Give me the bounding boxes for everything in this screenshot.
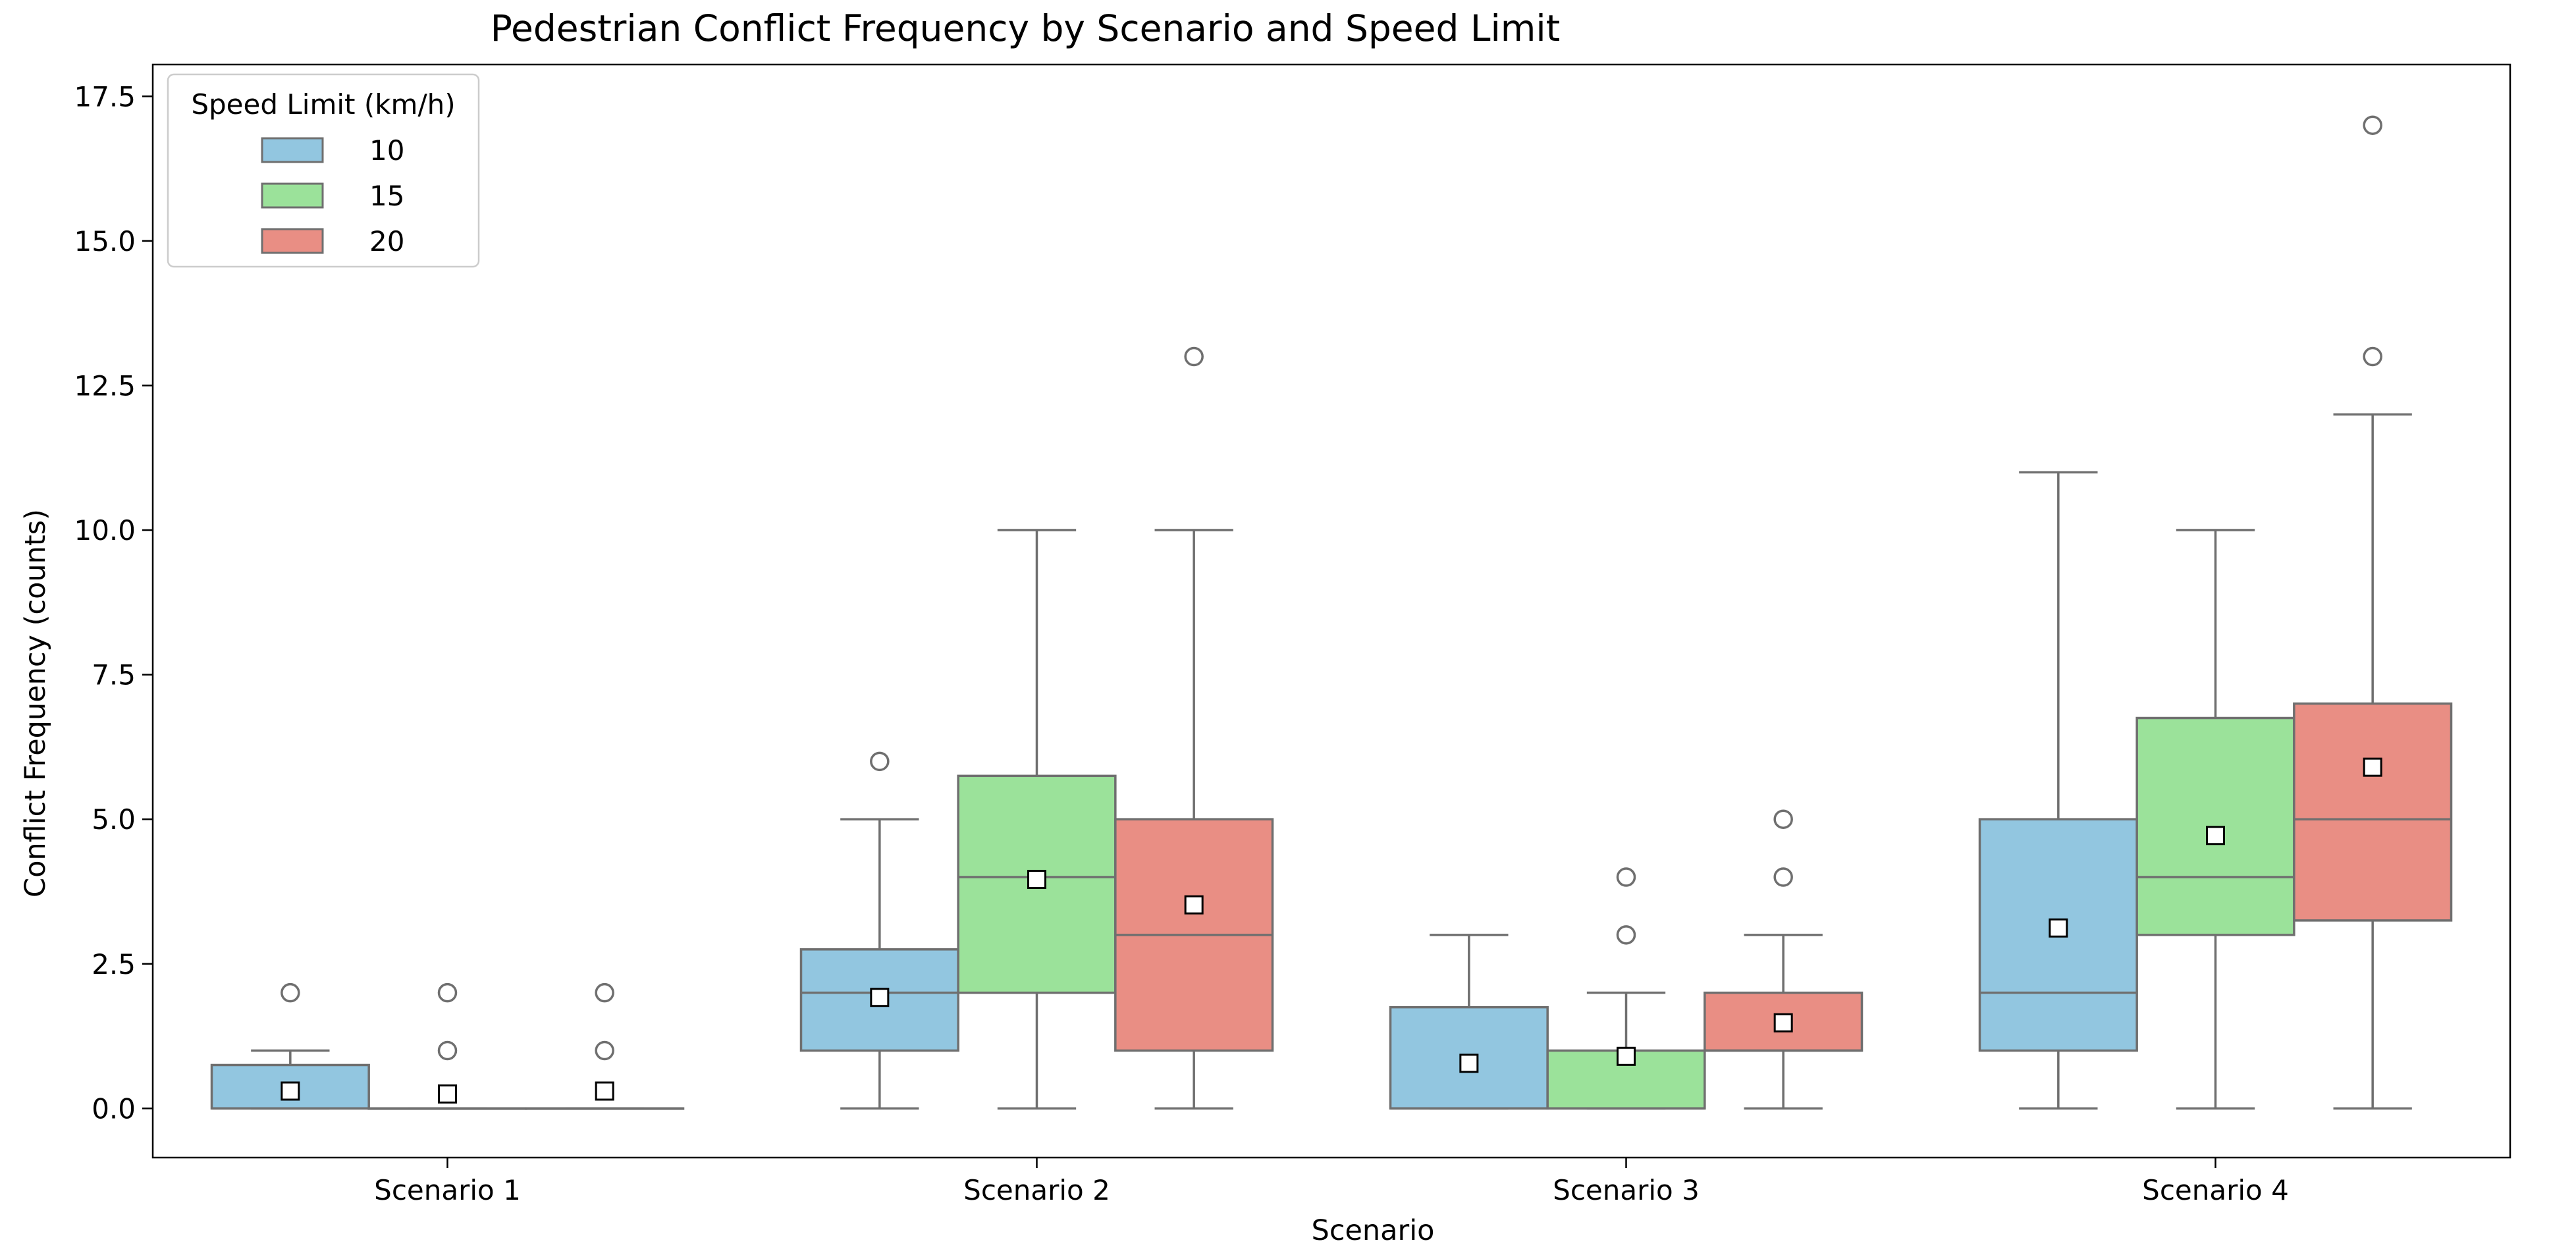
y-tick-label: 12.5 (74, 369, 136, 402)
box-group-20-3 (2293, 115, 2453, 1110)
legend-swatch-15 (261, 182, 324, 209)
outlier-point (2363, 115, 2382, 135)
outlier-point (595, 982, 614, 1003)
outlier-point (870, 751, 890, 772)
y-axis-label: Conflict Frequency (counts) (19, 509, 52, 897)
box-group-10-0 (210, 982, 370, 1110)
outlier-point (281, 982, 300, 1003)
box-group-15-3 (2135, 529, 2295, 1110)
mean-marker (1459, 1054, 1479, 1073)
y-tick-label: 15.0 (74, 225, 136, 257)
legend-title: Speed Limit (km/h) (191, 88, 455, 120)
box-group-20-0 (525, 982, 685, 1110)
outlier-point (1616, 867, 1636, 887)
y-tick-label: 10.0 (74, 514, 136, 547)
mean-marker (870, 988, 890, 1007)
x-axis-label: Scenario (1312, 1214, 1435, 1247)
box-group-10-1 (799, 751, 959, 1110)
legend-label-10: 10 (369, 134, 404, 167)
y-tick-label: 7.5 (92, 659, 136, 691)
outlier-point (1616, 925, 1636, 945)
x-tick-label: Scenario 3 (1553, 1174, 1700, 1206)
mean-marker (281, 1081, 300, 1101)
box-iqr (799, 948, 959, 1052)
legend: Speed Limit (km/h) 10 15 20 (167, 73, 480, 268)
mean-marker (1027, 870, 1046, 890)
box-group-10-2 (1389, 934, 1549, 1110)
outlier-point (1184, 346, 1204, 367)
mean-marker (1617, 1046, 1636, 1066)
box-iqr (2293, 702, 2453, 922)
box-group-20-2 (1704, 809, 1864, 1110)
legend-swatch-20 (261, 228, 324, 254)
chart-title: Pedestrian Conflict Frequency by Scenari… (491, 7, 1560, 49)
mean-marker (595, 1081, 614, 1101)
outlier-point (437, 1040, 458, 1061)
y-tick-label: 2.5 (92, 948, 136, 980)
outlier-point (1773, 867, 1793, 887)
axes-frame (151, 63, 2511, 1159)
legend-label-20: 20 (369, 225, 404, 257)
legend-label-15: 15 (369, 180, 404, 212)
y-tick-label: 0.0 (92, 1092, 136, 1125)
box-group-15-2 (1546, 867, 1706, 1110)
outlier-point (595, 1040, 614, 1061)
y-tick-label: 17.5 (74, 80, 136, 113)
mean-marker (2206, 826, 2225, 845)
mean-marker (1773, 1013, 1793, 1032)
mean-marker (1184, 895, 1204, 915)
x-tick-label: Scenario 2 (963, 1174, 1110, 1206)
legend-frame (167, 73, 480, 268)
mean-marker (2049, 918, 2068, 938)
x-tick-label: Scenario 4 (2142, 1174, 2289, 1206)
outlier-point (437, 982, 458, 1003)
outlier-point (1773, 809, 1793, 829)
box-group-20-1 (1114, 346, 1274, 1110)
plot-area: 0.0 2.5 5.0 7.5 10.0 12.5 15.0 17.5 Scenario 1 Sc… (74, 63, 2511, 1206)
mean-marker (2363, 757, 2382, 777)
x-tick-label: Scenario 1 (374, 1174, 521, 1206)
box-group-15-0 (367, 982, 527, 1110)
legend-swatch-10 (261, 137, 324, 163)
y-tick-label: 5.0 (92, 803, 136, 836)
legend-entries: 10 15 20 (261, 134, 404, 257)
mean-marker (438, 1084, 457, 1104)
box-group-10-3 (1978, 471, 2138, 1110)
outlier-point (2363, 346, 2382, 367)
box-group-15-1 (957, 529, 1117, 1110)
